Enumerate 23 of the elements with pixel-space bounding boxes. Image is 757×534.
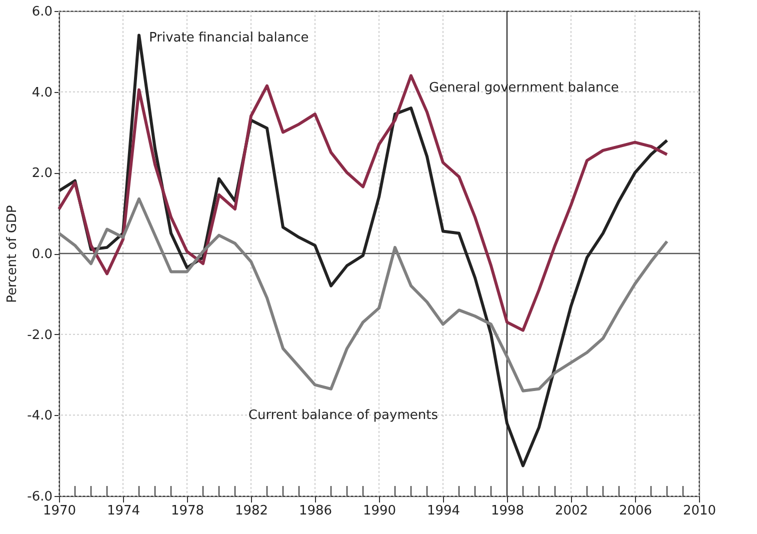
y-tick-label: 2.0 <box>32 166 52 182</box>
y-tick-label: 4.0 <box>32 85 52 100</box>
x-tick-label: 2010 <box>682 504 716 518</box>
text: Current balance of payments <box>248 408 438 423</box>
y-tick-label: -2.0 <box>27 328 52 343</box>
x-tick-label: 1970 <box>42 504 76 518</box>
x-tick-label: 1986 <box>298 504 332 518</box>
x-tick-label: 1982 <box>234 504 268 518</box>
x-tick-label: 1974 <box>106 504 140 518</box>
x-tick-label: 2006 <box>618 504 652 518</box>
x-tick-label: 2002 <box>554 504 588 518</box>
line-series <box>58 74 668 332</box>
x-tick-label: 1998 <box>490 504 524 518</box>
x-tick-label: 1978 <box>170 504 204 518</box>
x-tick-label: 1990 <box>362 504 396 518</box>
series-label: Private financial balance <box>149 30 309 46</box>
line-series <box>58 197 668 392</box>
y-axis-title: Percent of GDP <box>5 205 20 303</box>
y-tick-label: -6.0 <box>27 490 52 504</box>
y-tick-label: 6.0 <box>32 4 52 20</box>
x-tick-label: 1994 <box>426 504 460 518</box>
y-tick-label: 0.0 <box>32 247 52 262</box>
y-tick-label: -4.0 <box>27 408 52 424</box>
